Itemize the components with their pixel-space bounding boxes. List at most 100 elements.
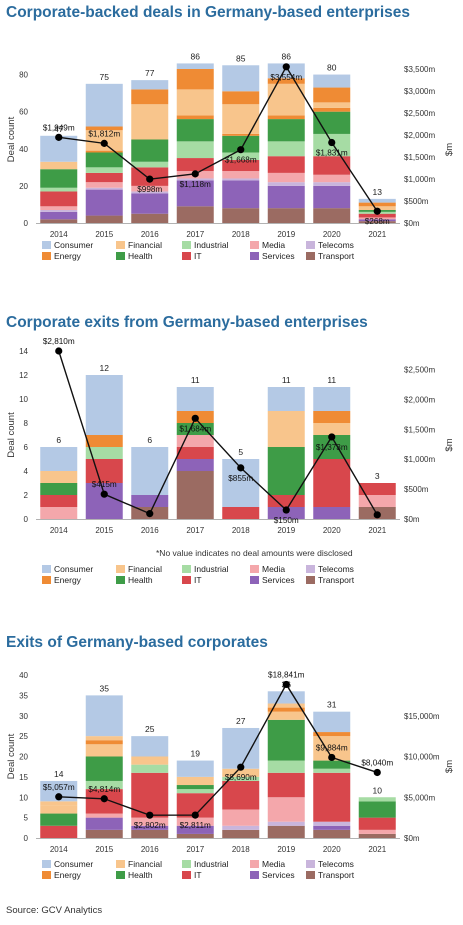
y-tick-label: 5 [24,814,29,823]
bar-total-label: 25 [145,724,155,734]
value-point [100,795,108,803]
bar-segment-health [176,119,214,142]
chart-2: Deal count 0 2 4 6 8 10 12 14 $0m $500m $1,000m $1,5… [6,337,455,585]
bar-total-label: 3 [375,471,380,481]
x-tick-label: 2018 [232,526,250,535]
legend-label-industrial: Industrial [194,859,229,869]
bar-segment-transport [40,219,78,223]
bar-segment-industrial [222,776,260,781]
y-tick-label: 10 [19,395,28,404]
x-tick-label: 2021 [368,845,386,854]
bar-total-label: 75 [100,72,110,82]
bar-segment-telecoms [267,821,305,826]
legend-label-telecoms: Telecoms [318,240,354,250]
bar-segment-financial [313,102,351,108]
bar-segment-media [313,174,351,183]
bar-segment-telecoms [267,182,305,186]
legend-swatch-media [250,860,259,868]
bar-total-label: 19 [191,749,201,759]
legend-label-industrial: Industrial [194,564,229,574]
y-axis-label: Deal count [6,116,17,162]
bar-total-label: 11 [191,375,200,385]
legend-label-services: Services [262,251,295,261]
value-point [146,811,154,819]
y-axis-label: Deal count [6,733,17,779]
bar-segment-health [176,423,214,435]
bar-segment-services [313,825,351,830]
y2-tick-label: $2,000m [404,131,435,140]
bar-segment-industrial [85,780,123,790]
bar-segment-media [85,182,123,188]
bar-segment-financial [131,104,169,140]
bar-total-label: 86 [282,51,292,61]
bar-segment-industrial [358,797,396,802]
x-tick-label: 2017 [186,526,204,535]
value-point [282,680,290,689]
bar-segment-transport [222,208,260,223]
bar-segment-financial [267,411,305,447]
legend-label-transport: Transport [318,575,355,585]
bar-segment-it [267,495,305,507]
bar-segment-health [267,447,305,495]
source-note: Source: GCV Analytics [6,905,103,916]
bar-segment-energy [313,732,351,737]
bar-segment-industrial [267,141,305,157]
x-tick-label: 2014 [50,526,68,535]
bar-segment-consumer [40,447,78,471]
bar-segment-it [267,772,305,798]
legend-label-media: Media [262,859,285,869]
y-tick-label: 0 [24,219,29,228]
legend-swatch-financial [116,565,125,573]
value-point-label: $9,884m [316,743,348,752]
bar-segment-consumer [267,387,305,411]
bar-segment-it [358,817,396,830]
bar-segment-media [358,495,396,507]
legend-label-consumer: Consumer [54,240,93,250]
bar-segment-energy [222,91,260,105]
bar-segment-consumer [222,727,260,769]
y2-tick-label: $15,000m [404,712,440,721]
bar-segment-it [267,156,305,173]
bar-segment-services [176,459,214,471]
bar-total-label: 14 [54,769,64,779]
legend-swatch-telecoms [306,860,315,868]
bar-segment-services [267,185,305,209]
value-point-label: $1,118m [180,180,211,189]
chart-3-title: Exits of Germany-based corporates [6,634,268,651]
bar-segment-services [131,495,169,507]
bar-segment-transport [358,221,396,223]
bar-segment-media [176,817,214,826]
value-point [373,207,381,215]
y-axis-label: Deal count [6,412,17,458]
legend-label-transport: Transport [318,251,355,261]
bar-segment-industrial [267,760,305,773]
bar-segment-industrial [176,141,214,159]
bar-segment-financial [176,776,214,786]
bar-total-label: 6 [147,435,152,445]
value-point [237,464,245,472]
y-tick-label: 30 [19,712,28,721]
value-point-label: $5,057m [43,783,75,792]
y2-axis-label: $m [444,438,455,451]
y-tick-label: 8 [24,419,29,428]
bar-segment-energy [358,202,396,207]
y2-tick-label: $500m [404,197,429,206]
bar-segment-transport [267,208,305,223]
bar-segment-consumer [85,695,123,737]
bar-segment-services [131,193,169,214]
bar-segment-industrial [222,152,260,160]
legend-label-consumer: Consumer [54,859,93,869]
bar-segment-transport [313,208,351,223]
value-point [55,133,63,141]
bar-segment-industrial [176,789,214,794]
legend-label-financial: Financial [128,564,162,574]
bar-segment-industrial [131,764,169,773]
legend-label-health: Health [128,575,153,585]
bar-segment-health [131,139,169,162]
legend-label-energy: Energy [54,870,82,880]
bar-segment-transport [176,471,214,519]
y2-tick-label: $2,500m [404,109,435,118]
legend-swatch-media [250,565,259,573]
x-tick-label: 2020 [323,230,341,239]
bar-segment-it [85,172,123,183]
